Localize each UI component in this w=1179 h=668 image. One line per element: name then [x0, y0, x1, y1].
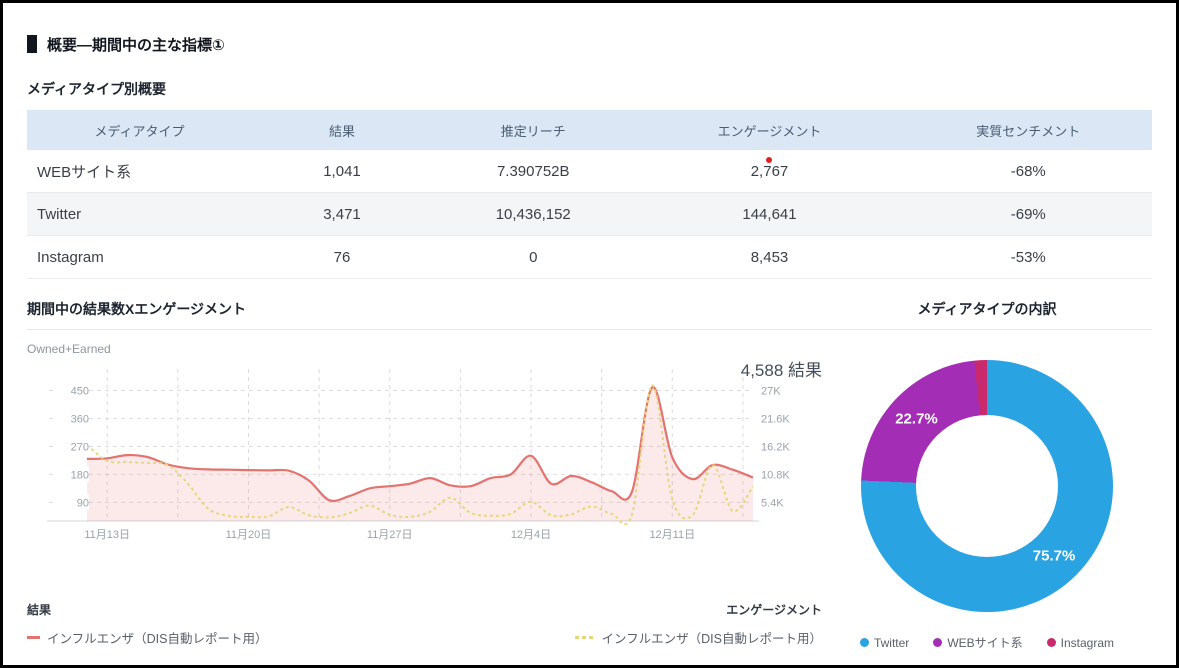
svg-text:360: 360	[71, 413, 89, 425]
svg-text:11月27日: 11月27日	[367, 529, 413, 541]
line-chart-title: 期間中の結果数Xエンゲージメント	[27, 301, 247, 317]
legend-item-results[interactable]: インフルエンザ（DIS自動レポート用）	[27, 628, 267, 647]
cell-reach: 0	[529, 248, 538, 266]
title-bullet-icon	[27, 35, 37, 53]
cell-media-type: WEBサイト系	[37, 163, 132, 181]
donut-hole	[916, 415, 1058, 557]
cell-results: 1,041	[323, 162, 361, 180]
col-header-reach: 推定リーチ	[500, 123, 566, 139]
legend-dot-icon	[859, 638, 869, 647]
svg-text:11月13日: 11月13日	[84, 529, 130, 541]
page-title: 概要―期間中の主な指標①	[47, 36, 225, 54]
donut-legend-item[interactable]: Instagram	[1046, 635, 1115, 650]
donut-legend-label: Instagram	[1060, 635, 1115, 650]
svg-text:180: 180	[71, 469, 89, 481]
legend-dot-icon	[933, 638, 943, 647]
page-title-row: 概要―期間中の主な指標①	[27, 35, 1152, 54]
legend-head-engagement: エンゲージメント	[726, 603, 822, 617]
media-breakdown-panel: 75.7% 22.7% Twitter WEBサイト系 Instagram	[822, 330, 1152, 651]
svg-text:90: 90	[77, 497, 89, 509]
svg-text:21.6K: 21.6K	[761, 413, 790, 425]
donut-legend-item[interactable]: Twitter	[859, 635, 910, 650]
results-line-marker-icon	[27, 636, 40, 639]
donut-legend-item[interactable]: WEBサイト系	[933, 634, 1023, 651]
cell-reach: 7.390752B	[496, 162, 570, 180]
results-engagement-panel: Owned+Earned 4,588 結果 450 27K 360 21.6K 270 1…	[27, 330, 822, 651]
svg-text:27K: 27K	[761, 386, 781, 398]
svg-text:11月20日: 11月20日	[226, 529, 272, 541]
col-header-results: 結果	[328, 123, 355, 139]
col-header-media-type: メディアタイプ	[94, 123, 185, 139]
cell-engagement: 2,767	[750, 162, 789, 180]
engagement-line-marker-icon	[574, 636, 595, 639]
cell-reach: 10,436,152	[495, 205, 571, 223]
svg-text:16.2K: 16.2K	[761, 441, 790, 453]
cell-results: 3,471	[323, 205, 361, 223]
col-header-sentiment: 実質センチメント	[976, 123, 1081, 139]
media-type-table: メディアタイプ 結果 推定リーチ エンゲージメント 実質センチメント WEBサイ…	[27, 110, 1152, 279]
cell-sentiment: -68%	[1010, 162, 1046, 180]
legend-item-engagement[interactable]: インフルエンザ（DIS自動レポート用）	[574, 628, 822, 647]
owned-earned-label: Owned+Earned	[27, 342, 111, 356]
col-header-engagement: エンゲージメント	[717, 123, 822, 139]
donut-slice-label: 75.7%	[1032, 547, 1076, 565]
table-row: WEBサイト系 1,041 7.390752B 2,767 -68%	[27, 150, 1152, 193]
legend-dot-icon	[1046, 638, 1056, 647]
chart-titles-row: 期間中の結果数Xエンゲージメント メディアタイプの内訳	[27, 299, 1152, 330]
table-header-row: メディアタイプ 結果 推定リーチ エンゲージメント 実質センチメント	[27, 110, 1152, 150]
charts-section: 期間中の結果数Xエンゲージメント メディアタイプの内訳 Owned+Earned…	[27, 299, 1152, 651]
donut-legend-label: WEBサイト系	[947, 636, 1023, 650]
cell-results: 76	[333, 248, 351, 266]
donut-chart-title: メディアタイプの内訳	[917, 301, 1057, 317]
legend-item-engagement-label: インフルエンザ（DIS自動レポート用）	[601, 632, 822, 646]
engagement-annotation-dot	[766, 157, 773, 163]
results-engagement-chart[interactable]: 450 27K 360 21.6K 270 16.2K 180 10.8K 90 5.4K 11月1…	[27, 361, 822, 593]
donut-slice-label: 22.7%	[895, 410, 938, 428]
cell-engagement: 144,641	[742, 205, 797, 223]
svg-text:10.8K: 10.8K	[761, 469, 790, 481]
table-row: Instagram 76 0 8,453 -53%	[27, 236, 1152, 279]
svg-text:450: 450	[71, 386, 89, 398]
svg-text:12月4日: 12月4日	[511, 529, 551, 541]
cell-engagement: 8,453	[750, 248, 789, 266]
svg-text:270: 270	[71, 441, 89, 453]
svg-text:5.4K: 5.4K	[761, 497, 784, 509]
donut-legend-label: Twitter	[873, 635, 910, 650]
cell-sentiment: -53%	[1010, 248, 1046, 266]
total-results-label: 4,588 結果	[740, 361, 822, 380]
cell-media-type: Twitter	[37, 205, 82, 223]
legend-head-results: 結果	[27, 603, 52, 617]
media-table-section-title: メディアタイプ別概要	[27, 81, 167, 97]
donut-wrap: 75.7% 22.7%	[861, 360, 1113, 612]
cell-media-type: Instagram	[37, 248, 104, 266]
svg-text:12月11日: 12月11日	[649, 529, 695, 541]
legend-item-results-label: インフルエンザ（DIS自動レポート用）	[47, 632, 268, 646]
cell-sentiment: -69%	[1010, 205, 1046, 223]
donut-legend: Twitter WEBサイト系 Instagram	[859, 634, 1115, 651]
table-row: Twitter 3,471 10,436,152 144,641 -69%	[27, 193, 1152, 236]
